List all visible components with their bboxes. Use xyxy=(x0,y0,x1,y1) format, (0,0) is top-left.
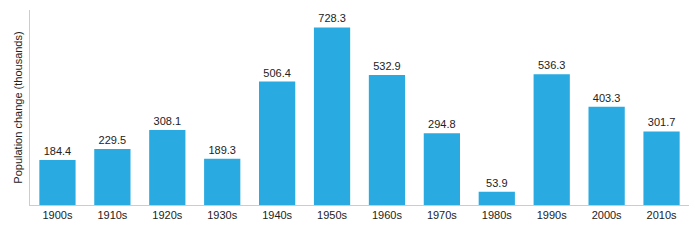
svg-text:229.5: 229.5 xyxy=(99,134,127,146)
svg-text:403.3: 403.3 xyxy=(593,92,621,104)
svg-text:1960s: 1960s xyxy=(372,209,402,221)
svg-text:2000s: 2000s xyxy=(592,209,622,221)
svg-text:1930s: 1930s xyxy=(207,209,237,221)
svg-text:1980s: 1980s xyxy=(482,209,512,221)
svg-text:1910s: 1910s xyxy=(97,209,127,221)
svg-text:2010s: 2010s xyxy=(647,209,677,221)
svg-text:532.9: 532.9 xyxy=(373,60,401,72)
svg-text:294.8: 294.8 xyxy=(428,118,456,130)
svg-text:301.7: 301.7 xyxy=(648,116,676,128)
svg-text:1920s: 1920s xyxy=(152,209,182,221)
svg-text:1970s: 1970s xyxy=(427,209,457,221)
svg-text:728.3: 728.3 xyxy=(318,12,346,24)
svg-text:Population change (thousands): Population change (thousands) xyxy=(12,31,24,183)
svg-text:189.3: 189.3 xyxy=(208,144,236,156)
svg-text:184.4: 184.4 xyxy=(44,145,72,157)
svg-text:1940s: 1940s xyxy=(262,209,292,221)
svg-text:1990s: 1990s xyxy=(537,209,567,221)
svg-text:1950s: 1950s xyxy=(317,209,347,221)
svg-text:53.9: 53.9 xyxy=(486,177,507,189)
svg-text:1900s: 1900s xyxy=(42,209,72,221)
svg-text:506.4: 506.4 xyxy=(263,67,291,79)
svg-text:536.3: 536.3 xyxy=(538,59,566,71)
svg-text:308.1: 308.1 xyxy=(154,115,182,127)
